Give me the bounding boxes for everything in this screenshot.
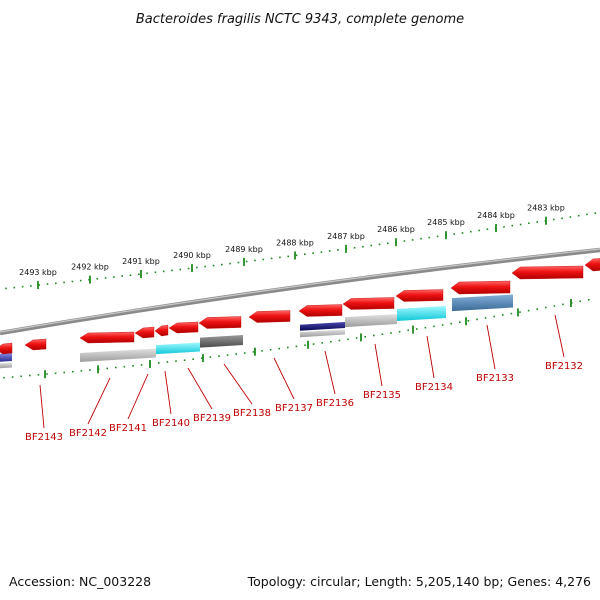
feature-track <box>0 294 513 369</box>
leader-line <box>426 335 435 379</box>
gene-label: BF2133 <box>476 373 514 384</box>
feature-block <box>397 306 446 321</box>
leader-line <box>374 343 383 387</box>
gene-label: BF2143 <box>25 432 63 443</box>
genome-backbone <box>0 247 600 336</box>
gene-labels: BF2143 BF2142 BF2141 BF2140 BF2139 BF2138 BF21… <box>25 361 583 443</box>
feature-block <box>452 294 513 312</box>
leader-line <box>127 373 149 420</box>
feature-block <box>200 335 243 348</box>
scale-label: 2487 kbp <box>327 232 365 241</box>
cds-arrow <box>79 331 135 344</box>
scale-ticks <box>5 212 597 290</box>
scale-label: 2491 kbp <box>122 257 160 266</box>
gene-label: BF2137 <box>275 403 313 414</box>
leader-line <box>164 370 172 415</box>
gene-label: BF2138 <box>233 408 271 419</box>
cds-arrow <box>584 258 600 272</box>
gene-label: BF2140 <box>152 418 190 429</box>
leader-line <box>223 363 253 405</box>
map-title: Bacteroides fragilis NCTC 9343, complete… <box>136 12 464 27</box>
cds-arrow <box>450 280 511 295</box>
feature-block <box>0 362 12 369</box>
scale-label: 2486 kbp <box>377 225 415 234</box>
gene-label: BF2132 <box>545 361 583 372</box>
feature-block <box>345 314 397 328</box>
cds-arrow <box>24 338 47 351</box>
scale-label: 2492 kbp <box>71 263 109 272</box>
cds-arrow <box>298 304 343 317</box>
genome-backbone-highlight <box>0 248 600 333</box>
scale-label: 2483 kbp <box>527 204 565 213</box>
label-leaders <box>39 314 565 429</box>
scale-label: 2493 kbp <box>19 268 57 277</box>
gene-label: BF2135 <box>363 390 401 401</box>
genome-summary-text: Topology: circular; Length: 5,205,140 bp… <box>247 574 591 589</box>
leader-line <box>554 314 565 358</box>
leader-line <box>273 357 295 400</box>
cds-arrow <box>168 321 199 334</box>
gene-label: BF2136 <box>316 398 354 409</box>
gene-label: BF2134 <box>415 382 453 393</box>
scale-label: 2485 kbp <box>427 218 465 227</box>
inner-scale-ticks <box>3 298 590 379</box>
scale-label: 2488 kbp <box>276 239 314 248</box>
gene-label: BF2139 <box>193 413 231 424</box>
cds-arrow <box>0 342 13 355</box>
feature-block <box>300 322 345 331</box>
cds-arrow <box>154 324 169 337</box>
scale-label: 2484 kbp <box>477 211 515 220</box>
cds-arrow <box>198 316 242 329</box>
scale-label: 2490 kbp <box>173 251 211 260</box>
leader-line <box>187 367 213 410</box>
scale-label: 2489 kbp <box>225 245 263 254</box>
accession-text: Accession: NC_003228 <box>9 574 151 589</box>
feature-block <box>80 348 156 363</box>
cds-track <box>0 258 600 355</box>
feature-block <box>0 353 12 362</box>
leader-line <box>324 350 336 395</box>
gene-label: BF2142 <box>69 428 107 439</box>
scale-labels: 2493 kbp 2492 kbp 2491 kbp 2490 kbp 2489 kbp… <box>19 204 565 277</box>
feature-block <box>156 342 200 355</box>
leader-line <box>39 384 45 429</box>
cds-arrow <box>342 297 395 310</box>
leader-line <box>87 377 111 425</box>
cds-arrow <box>511 265 584 280</box>
cds-arrow <box>248 310 291 323</box>
feature-block <box>300 329 345 338</box>
gene-label: BF2141 <box>109 423 147 434</box>
leader-line <box>486 324 496 370</box>
cds-arrow <box>395 289 444 302</box>
cds-arrow <box>134 326 155 339</box>
